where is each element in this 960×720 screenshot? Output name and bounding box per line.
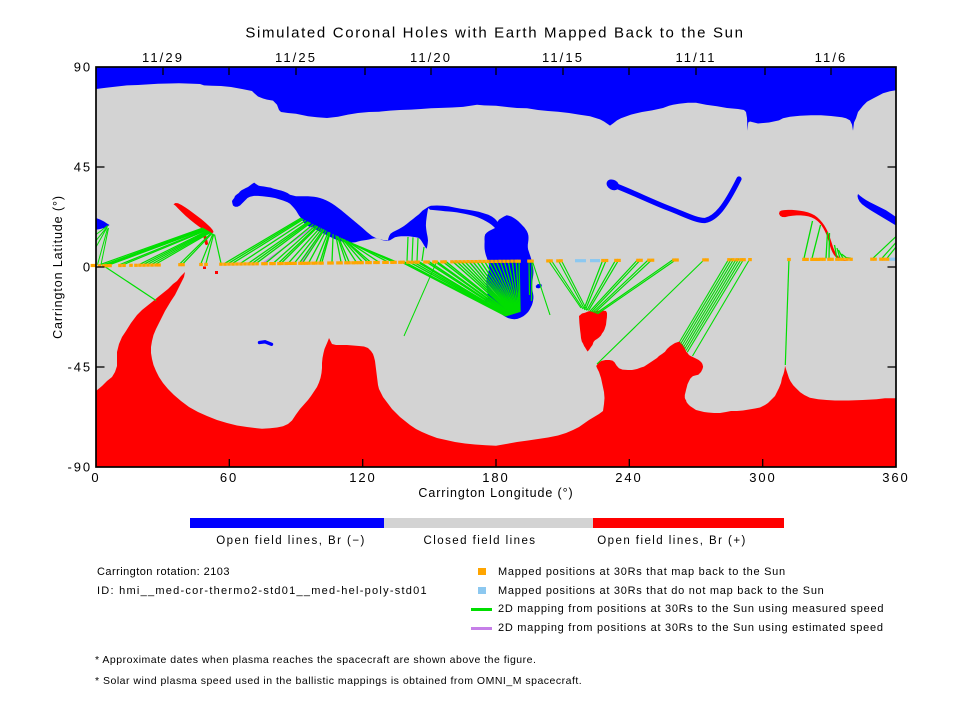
svg-text:240: 240 — [615, 470, 642, 485]
svg-text:180: 180 — [482, 470, 509, 485]
svg-text:Carrington rotation: 2103: Carrington rotation: 2103 — [97, 566, 230, 578]
svg-text:360: 360 — [882, 470, 909, 485]
svg-text:11/29: 11/29 — [142, 50, 184, 65]
svg-text:90: 90 — [74, 60, 92, 75]
svg-text:Simulated Coronal Holes with E: Simulated Coronal Holes with Earth Mappe… — [245, 25, 744, 42]
svg-text:11/25: 11/25 — [275, 50, 317, 65]
svg-text:Carrington Latitude (°): Carrington Latitude (°) — [51, 195, 65, 339]
svg-text:Open field lines, Br (−): Open field lines, Br (−) — [216, 535, 366, 547]
svg-text:Mapped positions at 30Rs that: Mapped positions at 30Rs that map back t… — [498, 566, 786, 578]
svg-text:2D mapping from positions at 3: 2D mapping from positions at 30Rs to the… — [498, 622, 884, 634]
svg-text:Closed field lines: Closed field lines — [423, 535, 536, 547]
svg-text:300: 300 — [749, 470, 776, 485]
svg-text:Carrington Longitude (°): Carrington Longitude (°) — [418, 486, 573, 500]
svg-text:11/20: 11/20 — [410, 50, 452, 65]
svg-text:-45: -45 — [68, 360, 93, 375]
svg-text:-90: -90 — [68, 460, 93, 475]
svg-text:2D mapping from positions at 3: 2D mapping from positions at 30Rs to the… — [498, 603, 884, 615]
svg-text:0: 0 — [91, 470, 100, 485]
svg-text:45: 45 — [74, 160, 92, 175]
svg-text:Open field lines, Br (+): Open field lines, Br (+) — [597, 535, 747, 547]
svg-text:120: 120 — [349, 470, 376, 485]
svg-text:11/6: 11/6 — [815, 50, 848, 65]
svg-text:* Approximate dates when plasm: * Approximate dates when plasma reaches … — [95, 654, 536, 666]
svg-text:ID: hmi__med-cor-thermo2-std01: ID: hmi__med-cor-thermo2-std01__med-hel-… — [97, 585, 428, 597]
svg-text:11/15: 11/15 — [542, 50, 584, 65]
svg-text:Mapped positions at 30Rs that: Mapped positions at 30Rs that do not map… — [498, 585, 825, 597]
svg-text:11/11: 11/11 — [675, 50, 716, 65]
svg-text:0: 0 — [83, 260, 92, 275]
svg-text:60: 60 — [220, 470, 238, 485]
svg-text:* Solar wind plasma speed used: * Solar wind plasma speed used in the ba… — [95, 675, 582, 687]
